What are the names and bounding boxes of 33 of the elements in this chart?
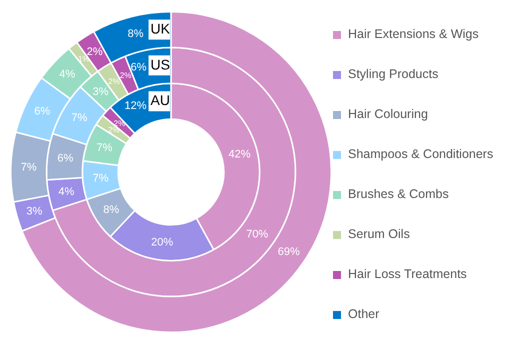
data-label: 8% [103,204,120,216]
slice-label: UK [150,20,171,37]
data-label: 3% [92,86,109,98]
data-label: 2% [120,70,132,80]
data-label: 6% [130,61,147,74]
legend-label: Other [348,307,380,321]
legend-label: Styling Products [348,67,438,81]
legend-label: Serum Oils [348,227,410,241]
slice-label: US [150,56,170,72]
slice-label: AU [150,92,170,108]
data-label: 7% [20,162,37,174]
data-label: 2% [108,126,120,135]
data-label: 6% [57,152,74,165]
data-label: 20% [151,236,174,248]
data-label: 4% [59,68,76,81]
data-label: 12% [124,100,147,112]
data-label: 8% [128,28,144,40]
data-label: 42% [228,148,251,160]
data-label: 7% [71,112,88,124]
legend-label: Hair Extensions & Wigs [348,27,479,41]
legend-label: Shampoos & Conditioners [348,147,494,161]
data-label: 2% [86,46,103,58]
legend-label: Hair Loss Treatments [348,267,467,281]
data-label: 7% [92,172,109,185]
legend-label: Hair Colouring [348,107,428,121]
data-label: 70% [246,228,268,241]
data-label: 2% [108,77,120,86]
data-label: 6% [34,105,50,118]
data-label: 3% [26,206,42,218]
data-label: 69% [278,246,300,258]
legend-label: Brushes & Combs [348,187,449,201]
data-label: 4% [58,186,74,198]
data-label: 7% [96,142,113,154]
